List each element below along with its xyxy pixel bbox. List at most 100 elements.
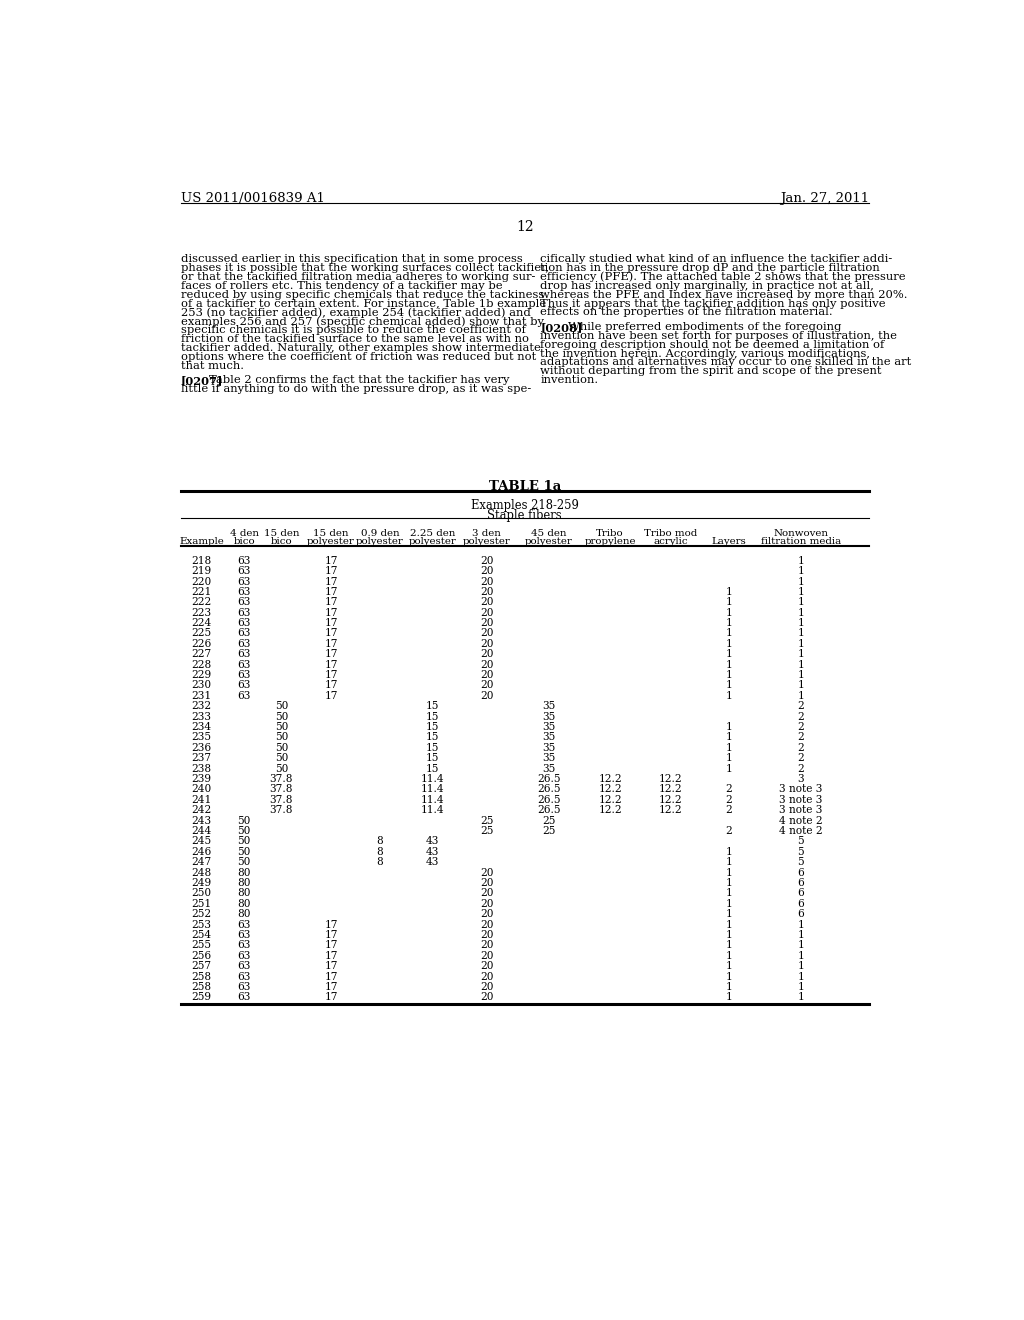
Text: without departing from the spirit and scope of the present: without departing from the spirit and sc… xyxy=(541,367,882,376)
Text: [0208]: [0208] xyxy=(541,322,583,333)
Text: 17: 17 xyxy=(325,993,338,1002)
Text: 249: 249 xyxy=(191,878,212,888)
Text: adaptations and alternatives may occur to one skilled in the art: adaptations and alternatives may occur t… xyxy=(541,358,911,367)
Text: 2: 2 xyxy=(798,754,804,763)
Text: 2: 2 xyxy=(798,763,804,774)
Text: 5: 5 xyxy=(798,847,804,857)
Text: 20: 20 xyxy=(480,566,494,576)
Text: 1: 1 xyxy=(798,649,804,659)
Text: 63: 63 xyxy=(238,577,251,586)
Text: of a tackifier to certain extent. For instance, Table 1b example: of a tackifier to certain extent. For in… xyxy=(180,298,546,309)
Text: 8: 8 xyxy=(377,857,383,867)
Text: 63: 63 xyxy=(238,618,251,628)
Text: 257: 257 xyxy=(191,961,212,972)
Text: 63: 63 xyxy=(238,950,251,961)
Text: the invention herein. Accordingly, various modifications,: the invention herein. Accordingly, vario… xyxy=(541,348,870,359)
Text: Tribo: Tribo xyxy=(596,529,624,537)
Text: 1: 1 xyxy=(725,847,732,857)
Text: 20: 20 xyxy=(480,940,494,950)
Text: 20: 20 xyxy=(480,639,494,649)
Text: 20: 20 xyxy=(480,556,494,566)
Text: propylene: propylene xyxy=(585,537,636,546)
Text: 63: 63 xyxy=(238,920,251,929)
Text: 1: 1 xyxy=(725,972,732,982)
Text: 2: 2 xyxy=(798,701,804,711)
Text: 37.8: 37.8 xyxy=(269,805,293,816)
Text: 1: 1 xyxy=(725,690,732,701)
Text: TABLE 1a: TABLE 1a xyxy=(488,480,561,494)
Text: 1: 1 xyxy=(798,618,804,628)
Text: 3 note 3: 3 note 3 xyxy=(779,795,822,805)
Text: 5: 5 xyxy=(798,857,804,867)
Text: Layers: Layers xyxy=(712,537,746,546)
Text: 15 den: 15 den xyxy=(313,529,349,537)
Text: 12: 12 xyxy=(516,220,534,234)
Text: 26.5: 26.5 xyxy=(537,784,560,795)
Text: 20: 20 xyxy=(480,690,494,701)
Text: 2.25 den: 2.25 den xyxy=(410,529,456,537)
Text: filtration media: filtration media xyxy=(761,537,841,546)
Text: 63: 63 xyxy=(238,566,251,576)
Text: polyester: polyester xyxy=(307,537,355,546)
Text: 45 den: 45 den xyxy=(531,529,566,537)
Text: 50: 50 xyxy=(274,711,288,722)
Text: 2: 2 xyxy=(725,784,732,795)
Text: 243: 243 xyxy=(191,816,212,825)
Text: 25: 25 xyxy=(480,816,494,825)
Text: 20: 20 xyxy=(480,671,494,680)
Text: [0207]: [0207] xyxy=(180,375,223,387)
Text: 63: 63 xyxy=(238,639,251,649)
Text: 63: 63 xyxy=(238,982,251,991)
Text: 242: 242 xyxy=(191,805,212,816)
Text: Example: Example xyxy=(179,537,224,546)
Text: 244: 244 xyxy=(191,826,212,836)
Text: While preferred embodiments of the foregoing: While preferred embodiments of the foreg… xyxy=(568,322,842,331)
Text: 50: 50 xyxy=(274,763,288,774)
Text: 17: 17 xyxy=(325,671,338,680)
Text: 63: 63 xyxy=(238,993,251,1002)
Text: 20: 20 xyxy=(480,950,494,961)
Text: discussed earlier in this specification that in some process: discussed earlier in this specification … xyxy=(180,253,522,264)
Text: 37.8: 37.8 xyxy=(269,784,293,795)
Text: 231: 231 xyxy=(191,690,212,701)
Text: 1: 1 xyxy=(798,961,804,972)
Text: 8: 8 xyxy=(377,847,383,857)
Text: 1: 1 xyxy=(725,888,732,899)
Text: 1: 1 xyxy=(725,743,732,752)
Text: 63: 63 xyxy=(238,556,251,566)
Text: 239: 239 xyxy=(191,774,212,784)
Text: 43: 43 xyxy=(426,847,439,857)
Text: or that the tackified filtration media adheres to working sur-: or that the tackified filtration media a… xyxy=(180,272,536,281)
Text: 1: 1 xyxy=(725,878,732,888)
Text: 12.2: 12.2 xyxy=(598,784,622,795)
Text: 12.2: 12.2 xyxy=(598,795,622,805)
Text: 228: 228 xyxy=(191,660,212,669)
Text: 50: 50 xyxy=(238,837,251,846)
Text: 17: 17 xyxy=(325,628,338,639)
Text: foregoing description should not be deemed a limitation of: foregoing description should not be deem… xyxy=(541,339,885,350)
Text: 37.8: 37.8 xyxy=(269,774,293,784)
Text: 50: 50 xyxy=(274,722,288,733)
Text: 2: 2 xyxy=(725,826,732,836)
Text: 15: 15 xyxy=(426,754,439,763)
Text: that much.: that much. xyxy=(180,362,244,371)
Text: 63: 63 xyxy=(238,671,251,680)
Text: 234: 234 xyxy=(191,722,212,733)
Text: 1: 1 xyxy=(798,972,804,982)
Text: 224: 224 xyxy=(191,618,212,628)
Text: polyester: polyester xyxy=(525,537,572,546)
Text: 12.2: 12.2 xyxy=(658,805,682,816)
Text: 50: 50 xyxy=(274,754,288,763)
Text: 50: 50 xyxy=(238,857,251,867)
Text: 17: 17 xyxy=(325,649,338,659)
Text: 238: 238 xyxy=(191,763,212,774)
Text: acrylic: acrylic xyxy=(653,537,688,546)
Text: 26.5: 26.5 xyxy=(537,805,560,816)
Text: 240: 240 xyxy=(191,784,212,795)
Text: options where the coefficient of friction was reduced but not: options where the coefficient of frictio… xyxy=(180,352,536,362)
Text: 232: 232 xyxy=(191,701,212,711)
Text: 63: 63 xyxy=(238,660,251,669)
Text: 1: 1 xyxy=(725,649,732,659)
Text: 1: 1 xyxy=(725,722,732,733)
Text: 17: 17 xyxy=(325,618,338,628)
